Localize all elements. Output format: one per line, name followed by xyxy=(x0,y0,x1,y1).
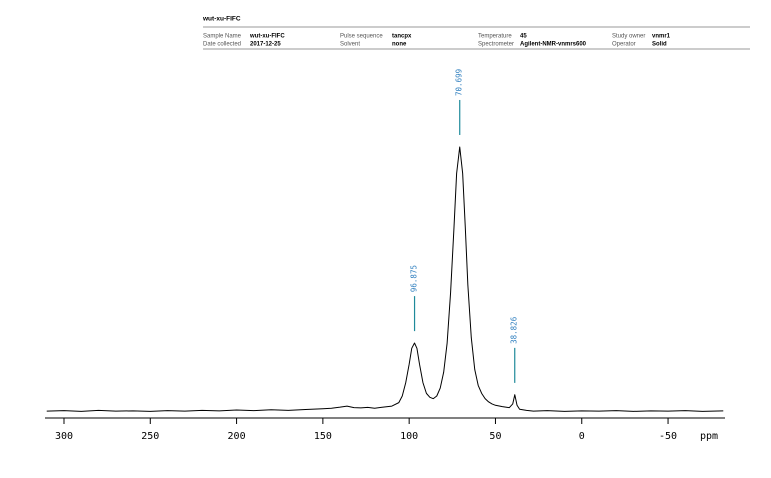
x-tick-label: 250 xyxy=(141,431,159,442)
meta-label: Study owner xyxy=(612,34,645,40)
meta-label: Solvent xyxy=(340,42,360,48)
meta-label: Operator xyxy=(612,42,636,48)
meta-value: Agilent-NMR-vnmrs600 xyxy=(520,42,587,48)
meta-value: Solid xyxy=(652,42,667,48)
meta-label: Date collected xyxy=(203,42,241,48)
x-tick-label: 200 xyxy=(228,431,246,442)
spectrum-line xyxy=(46,146,724,412)
meta-label: Temperature xyxy=(478,34,512,40)
chart-title: wut-xu-FIFC xyxy=(202,16,241,23)
meta-label: Sample Name xyxy=(203,34,242,40)
peak-label: 96.875 xyxy=(410,265,419,292)
x-tick-label: 50 xyxy=(489,431,501,442)
x-tick-label: 0 xyxy=(579,431,585,442)
x-tick-label: -50 xyxy=(659,431,677,442)
meta-value: vnmr1 xyxy=(652,34,671,40)
meta-label: Pulse sequence xyxy=(340,34,383,40)
x-axis-label: ppm xyxy=(700,431,718,442)
meta-value: none xyxy=(392,42,407,48)
meta-label: Spectrometer xyxy=(478,42,514,48)
meta-value: 45 xyxy=(520,34,527,40)
peak-label: 38.826 xyxy=(510,316,519,344)
peak-label: 70.699 xyxy=(455,69,464,96)
meta-value: 2017-12-25 xyxy=(250,42,281,48)
meta-value: tancpx xyxy=(392,34,412,40)
meta-value: wut-xu-FIFC xyxy=(249,34,285,40)
x-tick-label: 300 xyxy=(55,431,73,442)
x-tick-label: 100 xyxy=(400,431,418,442)
x-tick-label: 150 xyxy=(314,431,332,442)
